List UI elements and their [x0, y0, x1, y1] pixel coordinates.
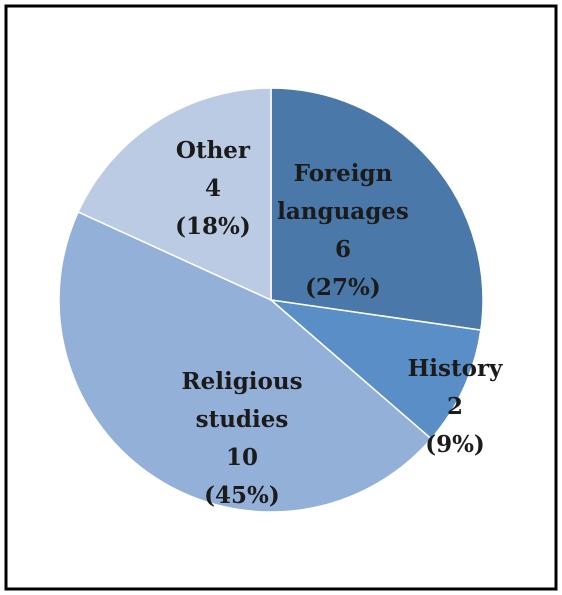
category-label: Foreign languages [277, 160, 409, 225]
value-label: 4 [205, 175, 221, 202]
percent-label: (45%) [204, 482, 280, 509]
value-label: 10 [226, 444, 258, 471]
value-label: 6 [335, 236, 351, 263]
percent-label: (27%) [305, 274, 381, 301]
percent-label: (9%) [425, 431, 485, 458]
pie [58, 87, 484, 513]
category-label: Religious studies [181, 368, 302, 433]
pie-slice [77, 87, 272, 302]
category-label: History [408, 355, 503, 382]
category-label: Other [176, 137, 251, 164]
pie-slice [270, 87, 484, 332]
value-label: 2 [447, 393, 463, 420]
pie-slice [58, 210, 433, 513]
labels: Foreign languages 6 (27%) History 2 (9%) Religi… [175, 137, 503, 509]
percent-label: (18%) [175, 213, 251, 240]
pie-slice [268, 298, 482, 440]
